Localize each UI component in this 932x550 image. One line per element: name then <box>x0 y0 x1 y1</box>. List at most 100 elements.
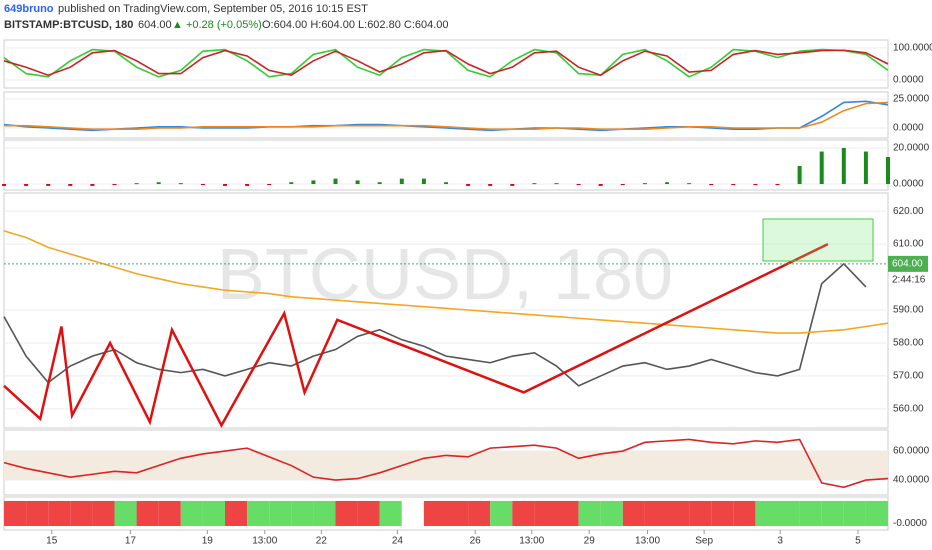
signal-bar <box>622 500 645 526</box>
y-tick-label: 570.00 <box>893 371 924 382</box>
x-tick-label: Sep <box>695 536 713 547</box>
x-tick-label: 13:00 <box>635 536 660 547</box>
signal-bar <box>180 500 203 526</box>
histogram-bar <box>200 184 205 186</box>
y-tick-label: 0.0000 <box>893 75 924 86</box>
y-tick-label: 560.00 <box>893 404 924 415</box>
drawing-box <box>762 218 874 262</box>
signal-bar <box>379 500 402 526</box>
series-line <box>3 48 889 78</box>
price: 604.00 <box>138 19 172 31</box>
histogram-bar <box>731 184 736 186</box>
x-tick-label: 3 <box>777 536 783 547</box>
signal-bar <box>578 500 601 526</box>
x-tick-label: 15 <box>46 536 58 547</box>
signal-bar <box>158 500 181 526</box>
signal-bar <box>225 500 248 526</box>
published: published on TradingView.com, September … <box>58 3 368 15</box>
x-tick-label: 26 <box>470 536 482 547</box>
histogram-bar <box>156 182 161 185</box>
histogram-bar <box>289 182 294 185</box>
y-tick-label: 100.0000 <box>893 43 932 54</box>
signal-bar <box>821 500 844 526</box>
histogram-bar <box>355 180 360 185</box>
watermark: BTCUSD, 180 <box>217 235 673 315</box>
y-tick-label: 60.0000 <box>893 446 930 457</box>
y-tick-label: 580.00 <box>893 338 924 349</box>
y-tick-label: 40.0000 <box>893 475 930 486</box>
histogram-bar <box>819 151 824 185</box>
histogram-bar <box>665 182 669 185</box>
signal-bar <box>733 500 756 526</box>
histogram-bar <box>753 184 758 186</box>
signal-bar <box>667 500 690 526</box>
histogram-bar <box>841 147 846 185</box>
histogram-bar <box>112 184 117 186</box>
histogram-bar <box>532 183 537 185</box>
series-line <box>3 242 829 428</box>
signal-bar <box>556 500 579 526</box>
ohlc: O:604.00 H:604.00 L:602.80 C:604.00 <box>262 19 449 31</box>
histogram-bar <box>178 183 183 185</box>
y-tick-label: 620.00 <box>893 206 924 217</box>
countdown: 2:44:16 <box>892 275 926 286</box>
signal-bar <box>512 500 535 526</box>
histogram-bar <box>554 183 559 185</box>
series-line <box>3 438 889 489</box>
author: 649bruno <box>4 3 54 15</box>
panel-border <box>3 39 889 89</box>
histogram-bar <box>642 183 647 185</box>
change: ▲ +0.28 (+0.05%) <box>172 19 262 31</box>
y-tick-label: 590.00 <box>893 305 924 316</box>
histogram-bar <box>134 183 139 185</box>
signal-bar <box>446 500 469 526</box>
histogram-bar <box>510 184 515 186</box>
signal-bar <box>291 500 314 526</box>
y-tick-label: -0.0000 <box>893 518 927 529</box>
x-tick-label: 29 <box>584 536 596 547</box>
histogram-bar <box>488 184 493 186</box>
symbol: BITSTAMP:BTCUSD, 180 <box>4 19 133 31</box>
histogram-bar <box>223 184 227 186</box>
y-tick-label: 0.0000 <box>893 179 924 190</box>
signal-bar <box>48 500 71 526</box>
signal-bar <box>70 500 93 526</box>
y-tick-label: 25.0000 <box>893 94 930 105</box>
signal-bar <box>4 500 27 526</box>
signal-bar <box>335 500 358 526</box>
signal-bar <box>136 500 159 526</box>
last-price-tag <box>888 255 928 272</box>
histogram-bar <box>444 182 448 185</box>
y-tick-label: 610.00 <box>893 239 924 250</box>
x-tick-label: 24 <box>392 536 404 547</box>
x-tick-label: 13:00 <box>252 536 277 547</box>
histogram-bar <box>620 184 625 186</box>
signal-bar <box>644 500 667 526</box>
signal-bar <box>600 500 623 526</box>
signal-bar <box>777 500 800 526</box>
x-tick-label: 5 <box>855 536 861 547</box>
series-line <box>3 100 889 132</box>
histogram-bar <box>466 184 471 186</box>
histogram-bar <box>421 178 426 185</box>
histogram-bar <box>709 184 714 186</box>
signal-bar <box>114 500 137 526</box>
x-tick-label: 22 <box>316 536 328 547</box>
y-tick-label: 0.0000 <box>893 123 924 134</box>
histogram-bar <box>377 182 382 185</box>
signal-bar <box>92 500 115 526</box>
signal-bar <box>865 500 888 526</box>
signal-bar <box>202 500 225 526</box>
histogram-bar <box>576 184 581 186</box>
histogram-bar <box>46 184 51 186</box>
histogram-bar <box>90 184 95 186</box>
series-line <box>4 101 889 130</box>
signal-bar <box>401 500 424 526</box>
y-tick-label: 20.0000 <box>893 143 930 154</box>
signal-bar <box>711 500 734 526</box>
x-tick-label: 19 <box>202 536 214 547</box>
histogram-bar <box>399 178 404 185</box>
signal-bar <box>357 500 380 526</box>
